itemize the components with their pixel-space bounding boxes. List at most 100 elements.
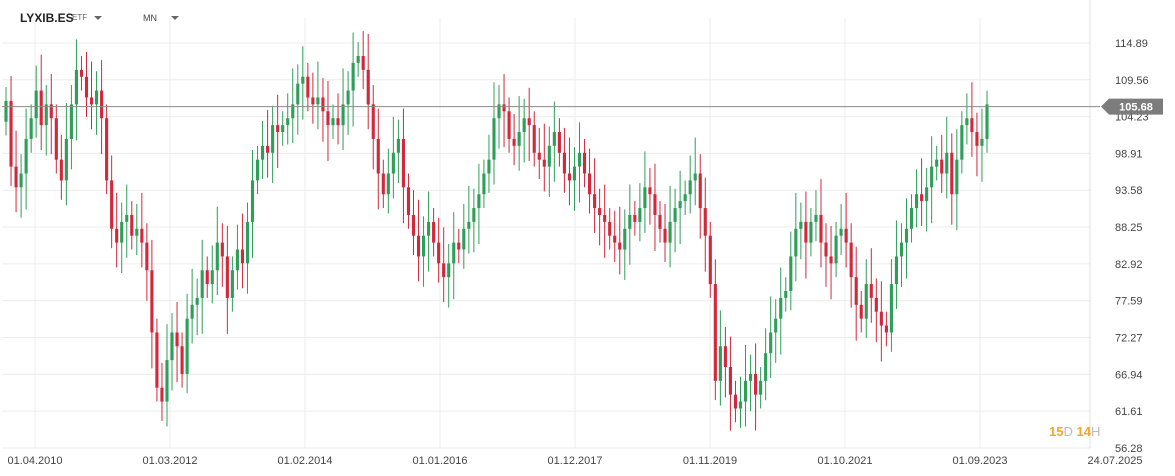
y-tick-label: 72.27 (1115, 332, 1143, 344)
candle-down (79, 69, 84, 77)
x-tick-label: 01.09.2023 (952, 455, 1007, 467)
candle-up (165, 360, 169, 402)
candle-up (245, 221, 250, 264)
candle-up (743, 380, 748, 402)
candle-up (291, 104, 295, 119)
candle-up (64, 138, 68, 181)
candle-down (321, 97, 325, 112)
candle-up (915, 194, 919, 209)
chevron-down-icon[interactable] (171, 16, 179, 20)
candle-down (240, 249, 245, 264)
candle-down (588, 173, 592, 195)
candle-down (950, 152, 954, 195)
candle-down (844, 228, 848, 243)
countdown-days: 15 (1049, 424, 1064, 439)
candle-down (869, 284, 873, 298)
candle-down (567, 173, 572, 181)
candle-up (834, 235, 838, 264)
candle-up (774, 318, 778, 333)
interval-selector[interactable]: MN (143, 13, 157, 23)
candle-up (769, 332, 773, 354)
candle-up (195, 297, 199, 305)
candle-up (94, 90, 99, 105)
candle-down (703, 208, 707, 236)
candle-up (864, 284, 868, 319)
candle-up (985, 104, 989, 139)
x-tick-label: 01.04.2010 (7, 455, 62, 467)
candle-up (748, 373, 753, 381)
candle-up (452, 242, 456, 264)
candle-down (879, 311, 883, 326)
candle-down (829, 256, 833, 264)
candle-up (286, 118, 290, 126)
candle-up (120, 221, 124, 243)
candle-up (628, 214, 632, 229)
y-tick-label: 77.59 (1115, 296, 1143, 308)
candle-down (975, 132, 979, 146)
candle-up (472, 208, 476, 222)
candles (4, 31, 989, 431)
candle-down (326, 111, 330, 126)
candle-up (894, 256, 899, 285)
candle-down (532, 125, 536, 153)
candle-up (261, 145, 265, 160)
candle-up (29, 118, 33, 139)
y-tick-label: 66.94 (1115, 369, 1143, 381)
candle-down (507, 111, 511, 139)
candle-up (809, 221, 813, 243)
candle-up (789, 256, 793, 291)
y-tick-label: 82.92 (1115, 259, 1143, 271)
candle-down (9, 100, 13, 167)
countdown-hours: 14 (1076, 424, 1091, 439)
candle-down (175, 332, 179, 347)
candle-up (799, 221, 803, 229)
candle-down (618, 242, 622, 250)
candle-up (447, 263, 451, 278)
candle-down (593, 194, 597, 209)
candle-down (527, 118, 531, 126)
candle-down (49, 104, 53, 119)
countdown-hours-unit: H (1090, 424, 1101, 439)
candle-up (462, 228, 466, 250)
candle-up (125, 214, 129, 222)
candle-down (502, 104, 506, 112)
candle-down (442, 263, 446, 278)
candle-down (708, 235, 712, 285)
candle-up (281, 125, 285, 133)
candle-down (557, 132, 561, 153)
candle-down (54, 118, 58, 160)
candle-down (266, 145, 270, 153)
candle-up (909, 208, 914, 229)
candle-up (738, 401, 743, 409)
countdown-days-unit: D (1063, 424, 1073, 439)
current-price-value: 105.68 (1119, 102, 1153, 114)
y-tick-label: 109.56 (1115, 75, 1149, 87)
y-tick-label: 93.58 (1115, 185, 1143, 197)
candle-up (44, 104, 48, 126)
candle-down (603, 214, 607, 222)
candle-up (764, 353, 768, 381)
candle-up (668, 221, 672, 243)
candle-up (69, 104, 73, 139)
x-tick-label: 01.11.2019 (683, 455, 737, 467)
candle-up (955, 159, 959, 195)
candle-down (537, 152, 541, 160)
candle-down (336, 118, 340, 126)
symbol-selector[interactable]: LYXIB.ES (20, 11, 74, 25)
candle-down (920, 194, 924, 202)
candle-countdown: 15D 14H (1049, 424, 1100, 439)
candle-up (547, 145, 551, 167)
candle-up (19, 173, 23, 188)
candle-down (110, 180, 114, 229)
candle-down (225, 256, 229, 298)
chevron-down-icon[interactable] (94, 16, 102, 20)
candle-down (723, 346, 727, 368)
candle-up (467, 221, 471, 229)
candle-up (346, 90, 350, 105)
candle-down (59, 159, 63, 181)
candle-down (970, 118, 974, 133)
candle-down (306, 76, 310, 98)
candle-up (693, 173, 697, 181)
candle-up (718, 346, 722, 381)
